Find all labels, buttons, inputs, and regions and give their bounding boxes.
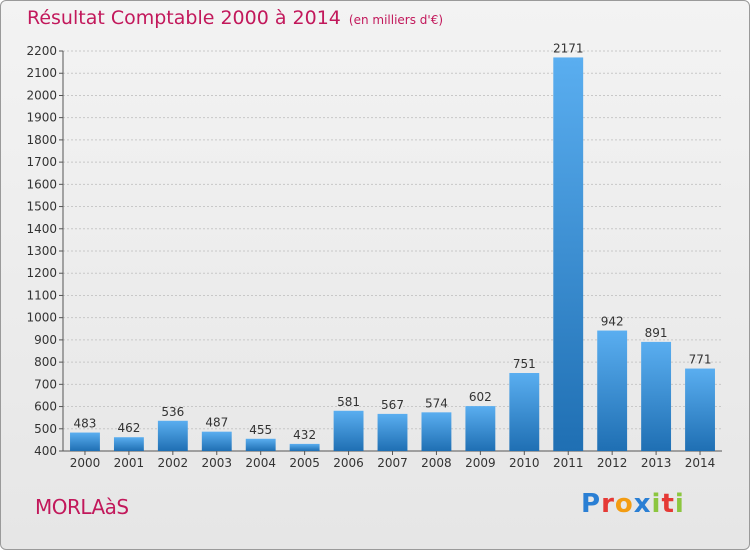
x-tick-label: 2009 (465, 456, 496, 470)
y-tick-label: 2000 (26, 88, 57, 102)
y-tick-label: 700 (34, 377, 57, 391)
y-tick-label: 900 (34, 333, 57, 347)
y-tick-label: 2100 (26, 66, 57, 80)
x-tick-label: 2003 (201, 456, 232, 470)
bar-value-label: 2171 (553, 41, 584, 55)
logo-letter: i (651, 489, 662, 519)
bar-value-label: 574 (425, 396, 448, 410)
x-tick-label: 2005 (289, 456, 320, 470)
y-tick-label: 2200 (26, 44, 57, 58)
x-tick-label: 2002 (158, 456, 189, 470)
logo-letter: o (614, 489, 634, 519)
x-tick-label: 2004 (245, 456, 276, 470)
x-tick-label: 2006 (333, 456, 364, 470)
x-tick-label: 2000 (70, 456, 101, 470)
y-tick-label: 500 (34, 422, 57, 436)
bar-value-label: 751 (513, 357, 536, 371)
chart-unit-label: (en milliers d'€) (348, 13, 444, 27)
bar (201, 431, 232, 451)
bar-value-label: 487 (205, 416, 228, 430)
bar-value-label: 771 (689, 353, 712, 367)
y-tick-label: 1900 (26, 111, 57, 125)
x-tick-label: 2012 (597, 456, 628, 470)
y-tick-label: 1700 (26, 155, 57, 169)
x-tick-label: 2007 (377, 456, 408, 470)
y-tick-label: 1500 (26, 200, 57, 214)
x-tick-label: 2013 (641, 456, 672, 470)
chart-title-text: Résultat Comptable 2000 à 2014 (27, 7, 341, 29)
y-tick-label: 1800 (26, 133, 57, 147)
logo-letter: i (674, 489, 685, 519)
y-tick-label: 1400 (26, 222, 57, 236)
bar (245, 438, 276, 451)
bar-value-label: 455 (249, 423, 272, 437)
bar-value-label: 891 (645, 326, 668, 340)
x-tick-label: 2001 (114, 456, 145, 470)
bar (465, 406, 496, 451)
logo-letter: t (661, 489, 675, 519)
bar-value-label: 483 (74, 417, 97, 431)
bar (641, 341, 672, 451)
chart-title: Résultat Comptable 2000 à 2014 (en millie… (27, 7, 443, 29)
y-tick-label: 800 (34, 355, 57, 369)
bar-value-label: 567 (381, 398, 404, 412)
x-tick-label: 2008 (421, 456, 452, 470)
bar-value-label: 581 (337, 395, 360, 409)
y-tick-label: 1000 (26, 311, 57, 325)
logo-letter: r (601, 489, 615, 519)
bar (421, 412, 452, 451)
x-tick-label: 2011 (553, 456, 584, 470)
y-tick-label: 600 (34, 400, 57, 414)
y-tick-label: 1200 (26, 266, 57, 280)
commune-name: MORLAàS (35, 495, 129, 519)
bar (70, 432, 100, 451)
logo-letter: x (633, 489, 652, 519)
bar-value-label: 536 (161, 405, 184, 419)
bar (377, 413, 408, 451)
bar (333, 410, 364, 451)
bar (685, 368, 715, 451)
bar-value-label: 602 (469, 390, 492, 404)
y-tick-label: 1300 (26, 244, 57, 258)
logo-letter: P (581, 489, 602, 519)
proxiti-logo: Proxiti (581, 489, 685, 519)
y-tick-label: 1100 (26, 288, 57, 302)
y-tick-label: 1600 (26, 177, 57, 191)
bar (553, 57, 584, 451)
bar-value-label: 462 (117, 421, 140, 435)
bar-value-label: 942 (601, 315, 624, 329)
bar (113, 437, 144, 451)
bar-value-label: 432 (293, 428, 316, 442)
bar (289, 443, 320, 451)
bar (157, 420, 188, 451)
x-tick-label: 2010 (509, 456, 540, 470)
bar (597, 330, 628, 451)
bar (509, 373, 540, 451)
y-tick-label: 400 (34, 444, 57, 458)
x-tick-label: 2014 (685, 456, 716, 470)
